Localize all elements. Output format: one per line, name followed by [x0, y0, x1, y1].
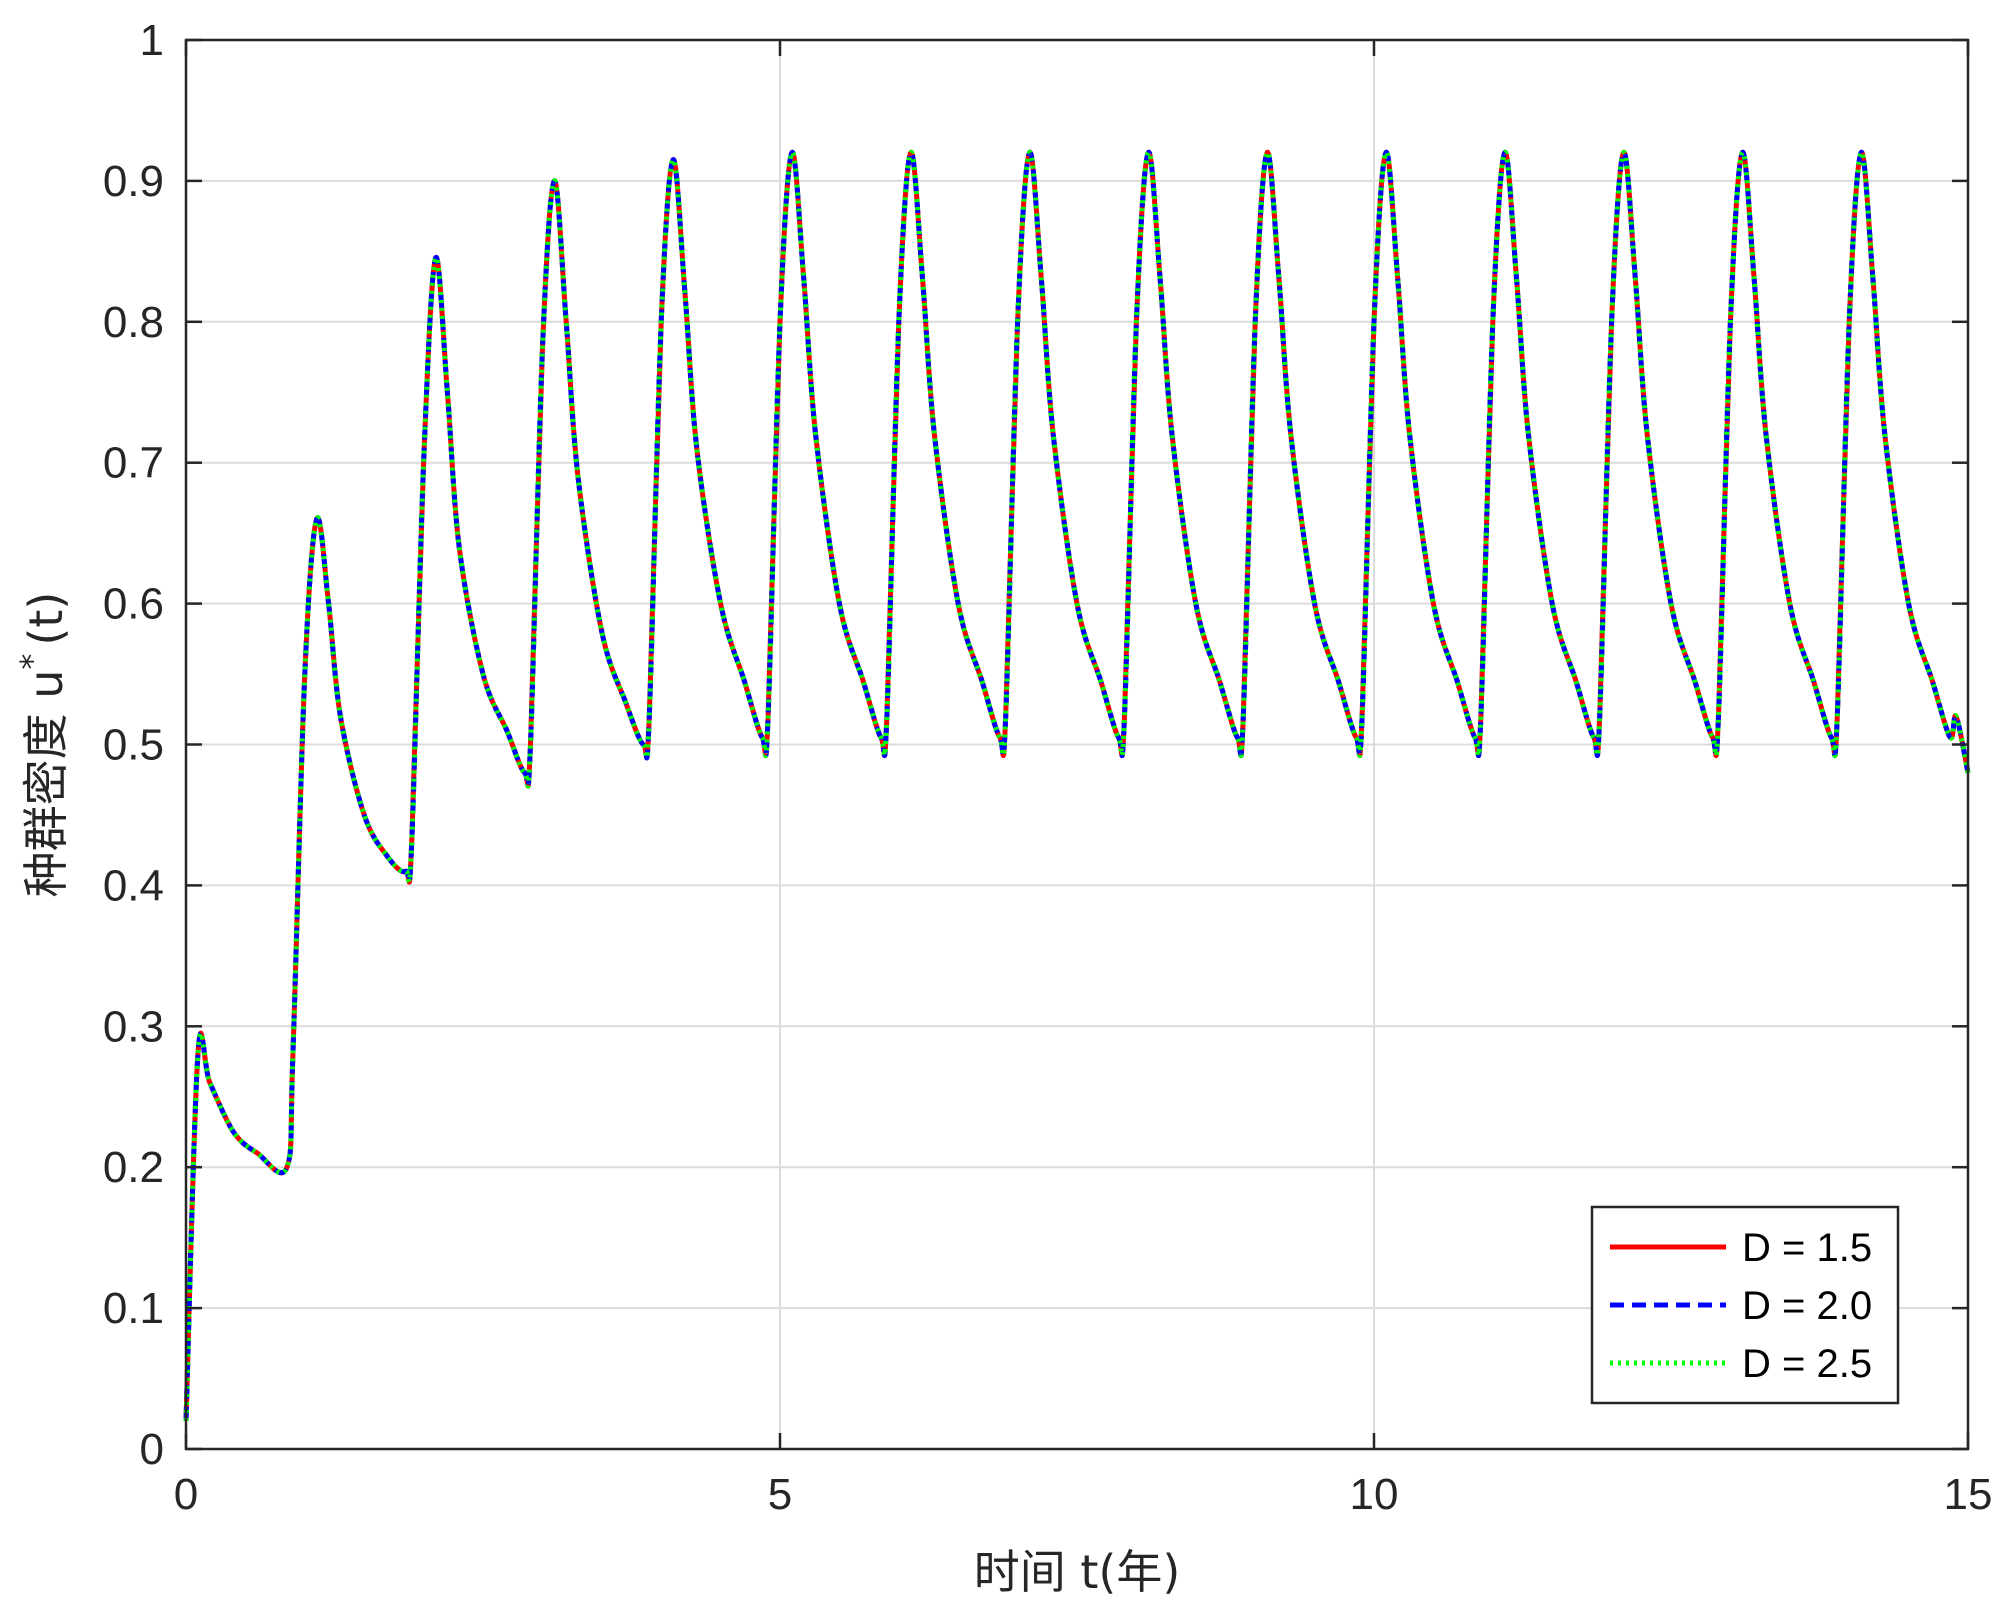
y-tick-label: 0.6 [103, 580, 164, 629]
y-axis-label-suffix: (t) [19, 592, 73, 646]
y-tick-label: 0.7 [103, 439, 164, 488]
x-axis-label: 时间 t(年) [974, 1545, 1181, 1599]
legend-label: D = 1.5 [1742, 1226, 1872, 1270]
y-tick-label: 0.4 [103, 861, 164, 910]
y-tick-label: 0.2 [103, 1143, 164, 1192]
y-tick-label: 1 [140, 16, 164, 65]
y-tick-label: 0.1 [103, 1284, 164, 1333]
legend: D = 1.5 D = 2.0 D = 2.5 [1590, 1205, 1900, 1405]
y-axis-label: 种群密度 u* (t) [13, 592, 73, 898]
y-axis-label-main: 种群密度 u [19, 670, 73, 898]
x-tick-label: 15 [1944, 1470, 1993, 1519]
y-tick-label: 0 [140, 1425, 164, 1474]
x-tick-label: 5 [768, 1470, 792, 1519]
x-tick-label: 0 [174, 1470, 198, 1519]
y-tick-label: 0.8 [103, 298, 164, 347]
y-tick-label: 0.9 [103, 157, 164, 206]
svg-text:种群密度 u*(t): 种群密度 u* (t) [13, 592, 73, 898]
series-lines [183, 150, 1971, 1421]
legend-entry: D = 2.5 [1610, 1342, 1872, 1386]
y-tick-label: 0.3 [103, 1002, 164, 1051]
x-tick-label: 10 [1350, 1470, 1399, 1519]
y-axis-label-superscript: * [13, 654, 51, 670]
legend-label: D = 2.0 [1742, 1284, 1872, 1328]
legend-entry: D = 1.5 [1610, 1226, 1872, 1270]
legend-label: D = 2.5 [1742, 1342, 1872, 1386]
legend-entry: D = 2.0 [1610, 1284, 1872, 1328]
y-tick-label: 0.5 [103, 721, 164, 770]
series-line-3 [183, 150, 1971, 1421]
axis-ticks: 00.10.20.30.40.50.60.70.80.910 5 10 15 [103, 16, 1993, 1519]
